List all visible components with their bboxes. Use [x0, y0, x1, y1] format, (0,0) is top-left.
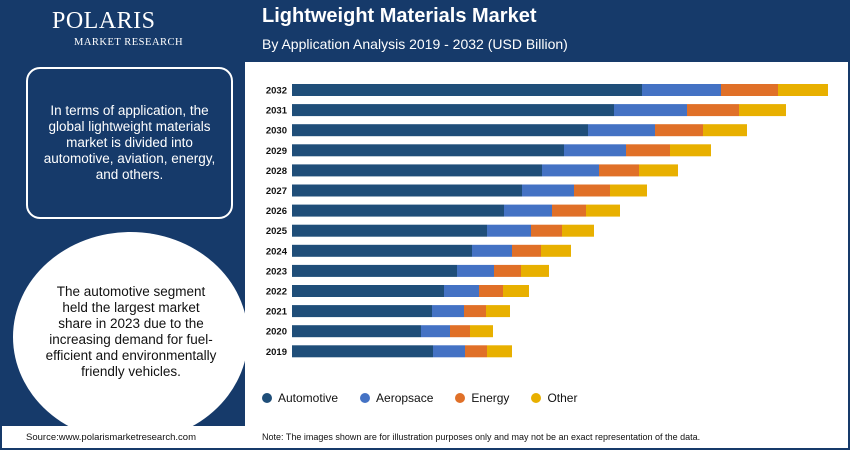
bar-segment-other	[703, 124, 747, 137]
logo-subtitle: MARKET RESEARCH	[74, 37, 184, 48]
bar-segment-energy	[626, 144, 670, 157]
bar-segment-aeropsace	[504, 204, 552, 217]
bar-segment-energy	[450, 325, 470, 338]
bar-segment-energy	[574, 184, 610, 197]
bar-segment-other	[639, 164, 678, 177]
bar-segment-other	[586, 204, 620, 217]
y-tick-label: 2031	[266, 106, 288, 117]
bar-segment-other	[521, 264, 549, 277]
y-tick-label: 2027	[266, 186, 287, 197]
legend-swatch	[455, 393, 466, 403]
y-tick-label: 2030	[266, 126, 287, 137]
logo-name: POLARIS	[52, 8, 156, 34]
chart-legend: Automotive Aeropsace Energy Other	[262, 390, 599, 406]
bar-segment-aeropsace	[457, 264, 494, 277]
legend-item-other: Other	[531, 391, 577, 405]
legend-item-energy: Energy	[455, 391, 509, 405]
bar-segment-automotive	[292, 164, 542, 177]
bar-segment-automotive	[292, 325, 421, 338]
bar-segment-aeropsace	[421, 325, 450, 338]
bar-segment-other	[470, 325, 493, 338]
bar-segment-energy	[599, 164, 639, 177]
bar-segment-aeropsace	[444, 285, 479, 297]
bar-segment-energy	[464, 305, 486, 318]
bar-segment-aeropsace	[588, 124, 655, 137]
bar-segment-aeropsace	[432, 305, 464, 318]
bar-segment-aeropsace	[614, 104, 687, 117]
bar-segment-other	[487, 345, 512, 358]
bar-segment-aeropsace	[433, 345, 465, 358]
footer	[0, 426, 850, 450]
chart-title: Lightweight Materials Market	[262, 5, 537, 27]
bar-segment-automotive	[292, 305, 432, 318]
bar-segment-other	[610, 184, 647, 197]
bar-segment-automotive	[292, 144, 564, 157]
highlight-info-text: The automotive segment held the largest …	[45, 284, 217, 379]
bar-segment-other	[670, 144, 711, 157]
segmentation-info-text: In terms of application, the global ligh…	[43, 102, 216, 183]
bar-segment-energy	[531, 224, 562, 237]
chart-svg: 2032 2031 2030 2029 2028 2027 2026 2025 2024 2023…	[266, 84, 828, 358]
bar-segment-other	[778, 84, 828, 96]
bar-segment-automotive	[292, 104, 614, 117]
y-tick-label: 2024	[266, 246, 288, 257]
y-tick-label: 2032	[266, 86, 287, 97]
legend-swatch	[531, 393, 542, 403]
bar-segment-automotive	[292, 184, 522, 197]
bar-segment-automotive	[292, 244, 472, 257]
bar-segment-energy	[552, 204, 586, 217]
disclaimer-note: Note: The images shown are for illustrat…	[262, 432, 701, 442]
bar-segment-other	[562, 224, 594, 237]
bar-segment-energy	[465, 345, 487, 358]
y-tick-label: 2019	[266, 347, 287, 358]
bar-segment-aeropsace	[522, 184, 574, 197]
legend-label: Aeropsace	[376, 391, 434, 405]
legend-item-aeropsace: Aeropsace	[360, 391, 433, 405]
bar-segment-energy	[655, 124, 703, 137]
bar-segment-energy	[479, 285, 503, 297]
segmentation-info-box: In terms of application, the global ligh…	[26, 67, 233, 219]
bar-segment-automotive	[292, 345, 433, 358]
bar-segment-other	[503, 285, 529, 297]
bar-segment-automotive	[292, 264, 457, 277]
source-text: Source:www.polarismarketresearch.com	[26, 432, 197, 443]
bar-segment-aeropsace	[642, 84, 721, 96]
bar-segment-other	[486, 305, 510, 318]
highlight-info-box: The automotive segment held the largest …	[45, 262, 217, 402]
bar-segment-automotive	[292, 124, 588, 137]
bar-segment-other	[739, 104, 786, 117]
bar-segment-energy	[687, 104, 739, 117]
y-tick-label: 2022	[266, 287, 287, 298]
y-tick-label: 2029	[266, 146, 287, 157]
bar-segment-automotive	[292, 84, 642, 96]
legend-label: Energy	[471, 391, 510, 405]
bar-segment-aeropsace	[487, 224, 531, 237]
bar-segment-aeropsace	[564, 144, 626, 157]
chart-subtitle: By Application Analysis 2019 - 2032 (USD…	[262, 36, 568, 52]
bar-segment-energy	[512, 244, 541, 257]
y-tick-label: 2028	[266, 166, 287, 177]
y-tick-label: 2023	[266, 266, 287, 277]
legend-item-automotive: Automotive	[262, 391, 338, 405]
bar-segment-aeropsace	[472, 244, 512, 257]
y-tick-label: 2026	[266, 206, 287, 217]
y-tick-label: 2020	[266, 327, 287, 338]
bar-segment-other	[541, 244, 571, 257]
y-tick-label: 2021	[266, 307, 288, 318]
legend-label: Other	[547, 391, 578, 405]
bar-segment-automotive	[292, 224, 487, 237]
legend-swatch	[360, 393, 371, 403]
y-tick-label: 2025	[266, 226, 288, 237]
polaris-logo: POLARIS MARKET RESEARCH	[52, 8, 192, 54]
bar-segment-automotive	[292, 204, 504, 217]
highlight-circle	[13, 232, 248, 442]
bar-segment-automotive	[292, 285, 444, 297]
bar-segment-aeropsace	[542, 164, 599, 177]
legend-label: Automotive	[278, 391, 339, 405]
bar-segment-energy	[721, 84, 778, 96]
bar-segment-energy	[494, 264, 521, 277]
stacked-bar-chart: 2032 2031 2030 2029 2028 2027 2026 2025 2024 2023…	[250, 70, 850, 420]
legend-swatch	[262, 393, 272, 403]
